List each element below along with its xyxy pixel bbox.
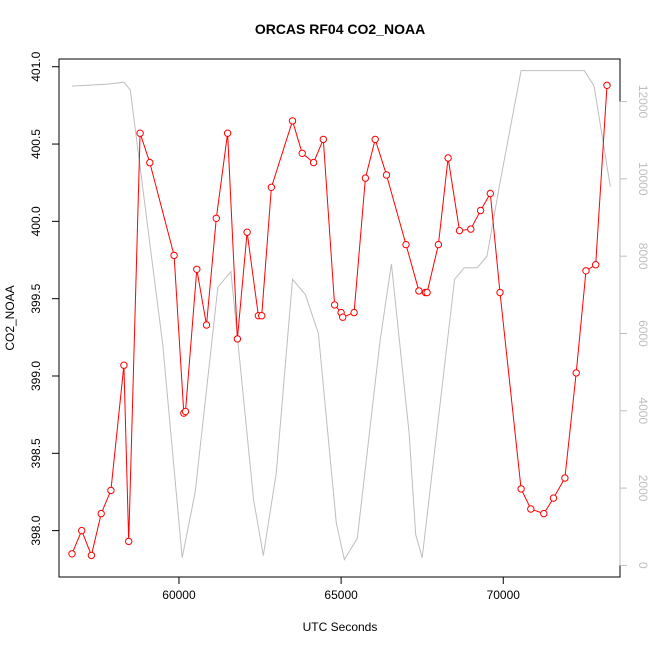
co2-data-point [330,301,339,309]
co2-data-point [267,183,276,192]
y2-tick-label: 10000 [636,162,650,196]
co2-data-point [146,158,154,167]
co2-data-point [486,189,494,198]
y-tick-label: 399.0 [29,361,43,391]
co2-data-point [350,308,358,317]
co2-data-point [319,135,327,144]
co2-data-point [107,486,115,495]
y2-tick-label: 4000 [636,397,650,424]
co2-data-point [415,287,423,295]
co2-data-point [193,265,201,273]
y-axis-left: 398.0 398.5 399.0 399.5 400.0 400.5 401.0 [29,51,60,546]
co2-data-point [572,369,580,377]
co2-series-line [71,85,608,558]
co2-data-point [87,551,96,560]
co2-data-point [382,171,391,179]
y-tick-label: 400.5 [29,129,43,159]
x-axis-title: UTC Seconds [303,620,378,634]
co2-data-point [527,505,535,513]
co2-data-point [339,313,347,321]
co2-data-point [561,474,569,482]
y-tick-label: 398.0 [29,515,43,545]
y-tick-label: 398.5 [29,438,43,468]
x-tick-label: 65000 [324,588,358,602]
y2-tick-label: 6000 [636,320,650,347]
altitude-series-line [71,70,611,561]
co2-data-point [434,240,443,249]
co2-data-point [467,225,475,233]
co2-data-point [455,226,464,235]
co2-data-point [592,261,600,269]
x-axis: 60000 65000 70000 [162,576,521,602]
co2-data-point [549,494,558,502]
co2-data-point [120,361,128,369]
co2-data-point [517,485,525,493]
y-tick-label: 399.5 [29,283,43,313]
co2-data-point [125,537,133,546]
y-axis-title: CO2_NOAA [3,285,17,350]
co2-data-point [78,526,86,535]
co2-data-point [170,251,178,260]
y-tick-label: 400.0 [29,206,43,236]
co2-data-point [423,288,431,297]
co2-data-point [371,135,379,144]
co2-data-point [361,174,370,182]
chart-title: ORCAS RF04 CO2_NOAA [255,21,425,37]
co2-data-point [233,335,242,343]
y2-tick-label: 2000 [636,475,650,502]
y2-tick-label: 12000 [636,85,650,119]
co2-data-point [444,154,452,162]
co2-data-point [68,550,76,558]
x-tick-label: 70000 [487,588,521,602]
co2-data-point [181,407,190,416]
co2-data-point [97,509,105,518]
co2-data-point [243,228,251,236]
co2-data-point [212,214,221,223]
co2-data-point [603,81,611,90]
series-layer [68,70,611,561]
y-tick-label: 401.0 [29,51,43,81]
co2-data-point [496,288,504,297]
y-axis-right: 0 2000 4000 6000 8000 10000 12000 [619,85,650,569]
co2-data-point [223,129,232,137]
co2-data-point [298,149,306,158]
co2-data-point [258,312,266,320]
x-tick-label: 60000 [162,588,196,602]
y2-tick-label: 0 [636,562,650,569]
co2-data-point [476,206,485,215]
co2-data-point [540,509,548,518]
co2-data-point [582,267,590,275]
co2-data-point [402,240,410,249]
co2-data-point [136,129,144,137]
y2-tick-label: 8000 [636,243,650,270]
co2-data-point [202,321,211,329]
co2-data-point [309,158,318,167]
co2-data-point [288,117,297,125]
